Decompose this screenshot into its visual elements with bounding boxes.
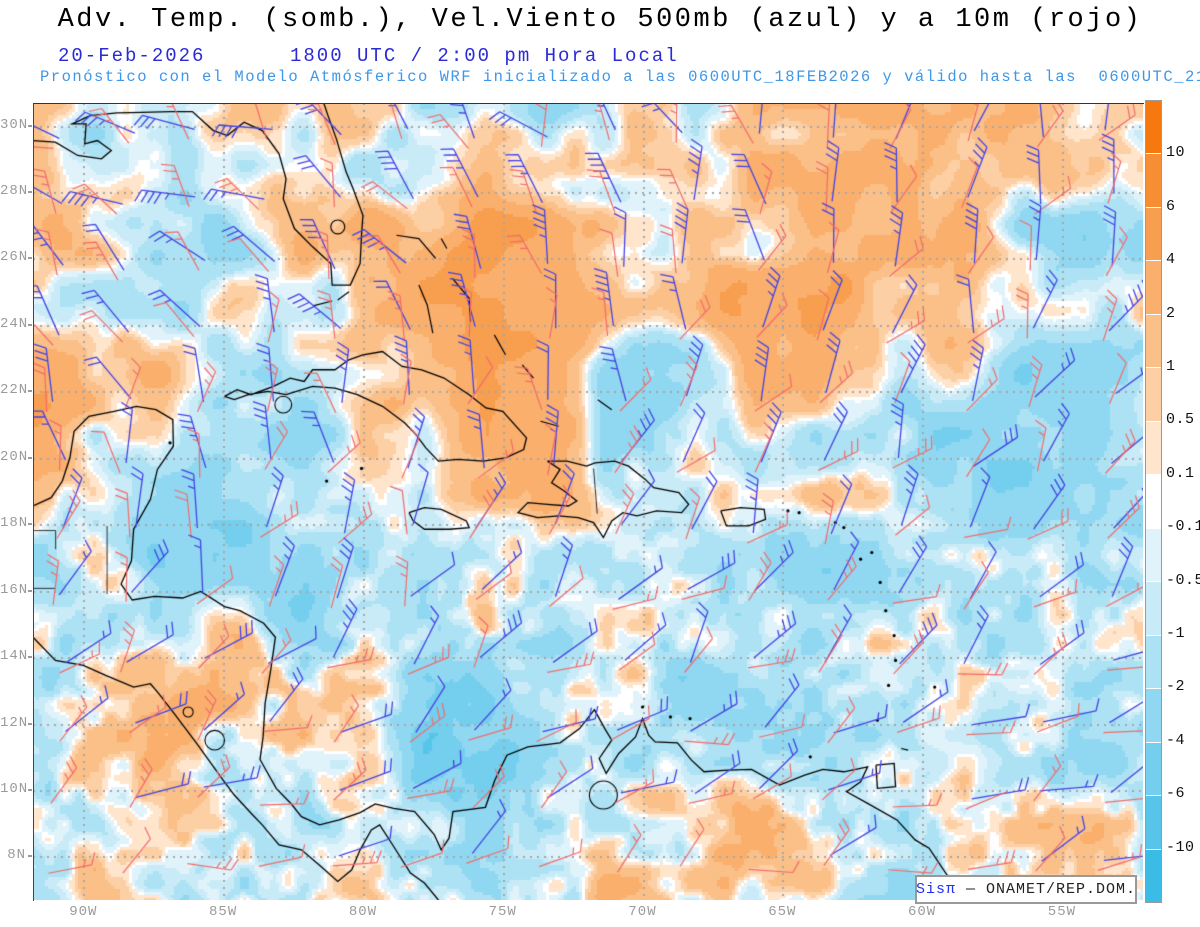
watermark-box: Sisπ — ONAMET/REP.DOM. [915,875,1137,904]
colorbar-segment-4 [1146,314,1161,368]
colorbar-segment-12 [1146,742,1161,796]
colorbar-label-4: 4 [1166,251,1176,269]
colorbar-label--2: -2 [1166,678,1186,696]
forecast-model-note: Pronóstico con el Modelo Atmósferico WRF… [40,68,1200,86]
valid-date: 20-Feb-2026 [58,45,206,67]
colorbar-label-6: 6 [1166,197,1176,215]
colorbar-label--6: -6 [1166,785,1186,803]
lon-label-60W: 60W [908,904,937,920]
colorbar-label--4: -4 [1166,731,1186,749]
lat-label-22N: 22N [0,382,29,399]
colorbar-label-0.1: 0.1 [1166,464,1195,482]
lat-label-26N: 26N [0,249,29,266]
lat-label-18N: 18N [0,515,29,532]
lat-tick [28,855,32,858]
colorbar-label--1: -1 [1166,625,1186,642]
colorbar-segment-11 [1146,689,1161,742]
colorbar-segment-2 [1146,207,1161,261]
colorbar-segment-10 [1146,635,1161,689]
colorbar-segment-7 [1146,475,1161,528]
lat-tick [28,589,32,592]
colorbar-label-1: 1 [1166,358,1176,375]
colorbar-segment-6 [1146,421,1161,475]
colorbar-segment-9 [1146,582,1161,635]
lat-tick [28,456,32,459]
colorbar-label--10: -10 [1166,838,1195,856]
lat-tick [28,191,32,194]
weather-map-canvas [33,103,1143,900]
page-title: Adv. Temp. (somb.), Vel.Viento 500mb (az… [57,5,1143,35]
colorbar-label-2: 2 [1166,304,1176,322]
colorbar-label--0.1: -0.1 [1166,518,1200,536]
colorbar-label-0.5: 0.5 [1166,411,1195,429]
watermark-brand: Sisπ [915,881,956,898]
lat-label-8N: 8N [7,847,26,864]
colorbar-segment-13 [1146,796,1161,849]
lat-tick [28,722,32,725]
lon-label-90W: 90W [69,904,98,920]
colorbar-segment-5 [1146,368,1161,421]
colorbar-segment-3 [1146,261,1161,314]
lon-label-55W: 55W [1047,904,1077,920]
colorbar-segment-1 [1146,154,1161,207]
lat-label-12N: 12N [0,714,29,731]
lon-label-80W: 80W [348,904,378,920]
lat-tick [28,656,32,659]
lat-label-24N: 24N [0,315,29,332]
lat-tick [28,323,32,326]
valid-time: 1800 UTC / 2:00 pm Hora Local [290,45,679,67]
temperature-advection-colorbar [1145,100,1162,903]
lat-tick [28,523,32,526]
lat-tick [28,789,32,792]
watermark-text: — ONAMET/REP.DOM. [956,881,1137,898]
lat-label-28N: 28N [0,183,29,200]
lon-label-70W: 70W [628,904,657,920]
colorbar-label-10: 10 [1166,144,1186,162]
lat-label-16N: 16N [0,581,29,598]
lat-tick [28,390,32,393]
colorbar-label--0.5: -0.5 [1166,571,1200,589]
lat-label-14N: 14N [0,648,29,665]
lat-label-20N: 20N [0,448,29,465]
lat-label-10N: 10N [0,781,29,798]
colorbar-segment-8 [1146,528,1161,582]
lon-label-85W: 85W [209,904,238,920]
lat-tick [28,257,32,260]
lon-label-65W: 65W [768,904,797,920]
lon-label-75W: 75W [488,904,517,920]
lat-tick [28,124,32,127]
colorbar-segment-14 [1146,849,1161,903]
colorbar-segment-0 [1146,101,1161,154]
lat-label-30N: 30N [0,116,29,133]
